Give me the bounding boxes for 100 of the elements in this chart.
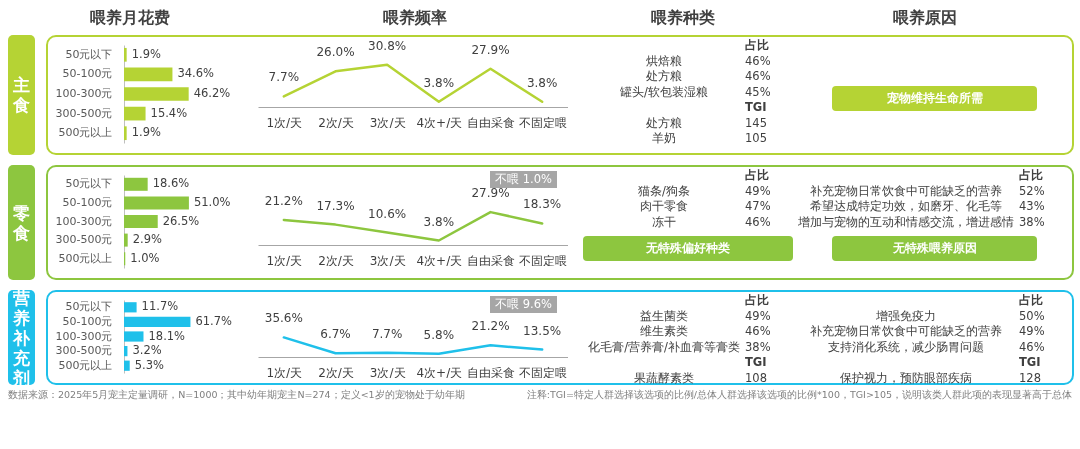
text: 45% bbox=[745, 84, 772, 100]
data-label: 3.8% bbox=[423, 75, 455, 90]
data-label: 3.8% bbox=[423, 214, 455, 229]
text: 支持消化系统，减少肠胃问题 bbox=[826, 339, 985, 355]
text: 49% bbox=[745, 183, 772, 199]
x-tick-label: 自由采食 bbox=[467, 253, 515, 268]
label-button: 无特殊偏好种类 bbox=[583, 236, 793, 261]
data-label: 3.8% bbox=[526, 75, 558, 90]
bar bbox=[124, 67, 173, 82]
text: 注释:TGI=特定人群选择该选项的比例/总体人群选择该选项的比例*100，TGI>105，说明该类人群此项的表现显著高于总体 bbox=[526, 389, 1072, 402]
y-tick-label: 300-500元 bbox=[55, 233, 113, 247]
bar bbox=[124, 302, 137, 313]
text: 希望达成特定功效，如磨牙、化毛等 bbox=[808, 199, 1003, 215]
text: 108 bbox=[745, 370, 768, 386]
bar bbox=[124, 360, 130, 371]
text: 不喂 9.6% bbox=[490, 296, 557, 313]
x-tick-label: 2次/天 bbox=[318, 253, 354, 268]
x-tick-label: 自由采食 bbox=[467, 115, 515, 130]
label-button: 无特殊喂养原因 bbox=[832, 236, 1037, 261]
y-tick-label: 50-100元 bbox=[62, 195, 113, 209]
bar bbox=[124, 214, 158, 229]
text: 保护视力，预防眼部疾病 bbox=[838, 370, 973, 386]
y-axis-title: 零食 bbox=[13, 202, 30, 243]
text: 处方粮 bbox=[645, 69, 683, 85]
y-tick-label: 300-500元 bbox=[55, 344, 113, 358]
y-tick-label: 500元以上 bbox=[58, 251, 113, 265]
text: TGI bbox=[745, 100, 768, 116]
y-tick-label: 50-100元 bbox=[62, 67, 113, 81]
x-tick-label: 4次+/天 bbox=[416, 253, 463, 268]
data-label: 15.4% bbox=[150, 105, 188, 120]
text: 喂养种类 bbox=[650, 8, 716, 29]
data-label: 6.7% bbox=[320, 327, 351, 342]
text: 43% bbox=[1019, 199, 1046, 215]
x-tick-label: 4次+/天 bbox=[416, 115, 463, 130]
data-label: 1.0% bbox=[130, 250, 160, 265]
y-tick-label: 50元以下 bbox=[65, 47, 113, 61]
text: 占比 bbox=[1019, 168, 1044, 184]
text: 47% bbox=[745, 199, 772, 215]
x-tick-label: 2次/天 bbox=[318, 365, 354, 380]
data-label: 1.9% bbox=[131, 46, 161, 61]
text: 补充宠物日常饮食中可能缺乏的营养 bbox=[808, 324, 1003, 340]
text: 维生素类 bbox=[639, 324, 689, 340]
text: TGI bbox=[1019, 355, 1042, 371]
y-axis-title: 主食 bbox=[13, 75, 30, 115]
text: 38% bbox=[1019, 214, 1046, 230]
x-tick-label: 3次/天 bbox=[369, 253, 406, 268]
data-label: 18.6% bbox=[152, 176, 190, 191]
x-tick-label: 2次/天 bbox=[318, 115, 354, 130]
data-label: 13.5% bbox=[523, 323, 562, 338]
x-tick-label: 1次/天 bbox=[266, 253, 303, 268]
text: 105 bbox=[745, 131, 768, 147]
x-tick-label: 不固定喂 bbox=[518, 115, 567, 130]
text: 冻干 bbox=[651, 214, 677, 230]
data-label: 26.5% bbox=[162, 213, 200, 228]
y-tick-label: 100-300元 bbox=[55, 329, 113, 343]
bar bbox=[124, 47, 127, 62]
text: 49% bbox=[1019, 324, 1046, 340]
side-tab: 主食 bbox=[8, 35, 35, 155]
data-label: 7.7% bbox=[371, 326, 403, 341]
text: 果蔬酵素类 bbox=[633, 370, 695, 386]
text: 占比 bbox=[745, 168, 770, 184]
x-tick-label: 1次/天 bbox=[266, 365, 303, 380]
text: 145 bbox=[745, 115, 768, 131]
text: 52% bbox=[1019, 183, 1046, 199]
x-tick-label: 1次/天 bbox=[266, 115, 303, 130]
data-label: 5.3% bbox=[134, 357, 164, 372]
data-label: 11.7% bbox=[141, 299, 179, 314]
data-label: 17.3% bbox=[316, 198, 355, 213]
text: 不喂 1.0% bbox=[490, 171, 557, 188]
x-tick-label: 自由采食 bbox=[467, 365, 515, 380]
y-tick-label: 100-300元 bbox=[55, 87, 113, 100]
text: 46% bbox=[745, 214, 772, 230]
bar bbox=[124, 233, 128, 247]
data-label: 51.0% bbox=[193, 194, 231, 209]
data-label: 34.6% bbox=[177, 66, 215, 81]
data-label: 61.7% bbox=[195, 313, 233, 328]
y-tick-label: 100-300元 bbox=[55, 214, 113, 228]
bar bbox=[124, 316, 191, 328]
text: 猫条/狗条 bbox=[637, 183, 691, 199]
text: 占比 bbox=[745, 38, 770, 54]
text: 增强免疫力 bbox=[874, 308, 937, 324]
text: 38% bbox=[745, 339, 772, 355]
x-tick-label: 4次+/天 bbox=[416, 365, 463, 380]
source-note: 数据来源：2025年5月宠主定量调研，N=1000；其中幼年期宠主N=274；定义<1岁的宠物处于幼年期 bbox=[8, 389, 465, 402]
label-button: 宠物维持生命所需 bbox=[832, 85, 1037, 111]
data-label: 2.9% bbox=[132, 232, 162, 247]
text: 羊奶 bbox=[651, 131, 677, 147]
text: 占比 bbox=[745, 293, 770, 309]
x-tick-label: 3次/天 bbox=[369, 365, 406, 380]
bar bbox=[124, 177, 148, 191]
data-label: 27.9% bbox=[471, 42, 510, 57]
text: 占比 bbox=[1019, 293, 1044, 309]
bar bbox=[124, 331, 144, 342]
data-label: 18.1% bbox=[148, 328, 186, 343]
data-label: 1.9% bbox=[131, 125, 161, 140]
bar bbox=[124, 106, 146, 121]
text: 烘焙粮 bbox=[645, 53, 683, 69]
bar bbox=[124, 87, 189, 101]
text: 46% bbox=[1019, 339, 1046, 355]
data-label: 26.0% bbox=[316, 45, 355, 60]
